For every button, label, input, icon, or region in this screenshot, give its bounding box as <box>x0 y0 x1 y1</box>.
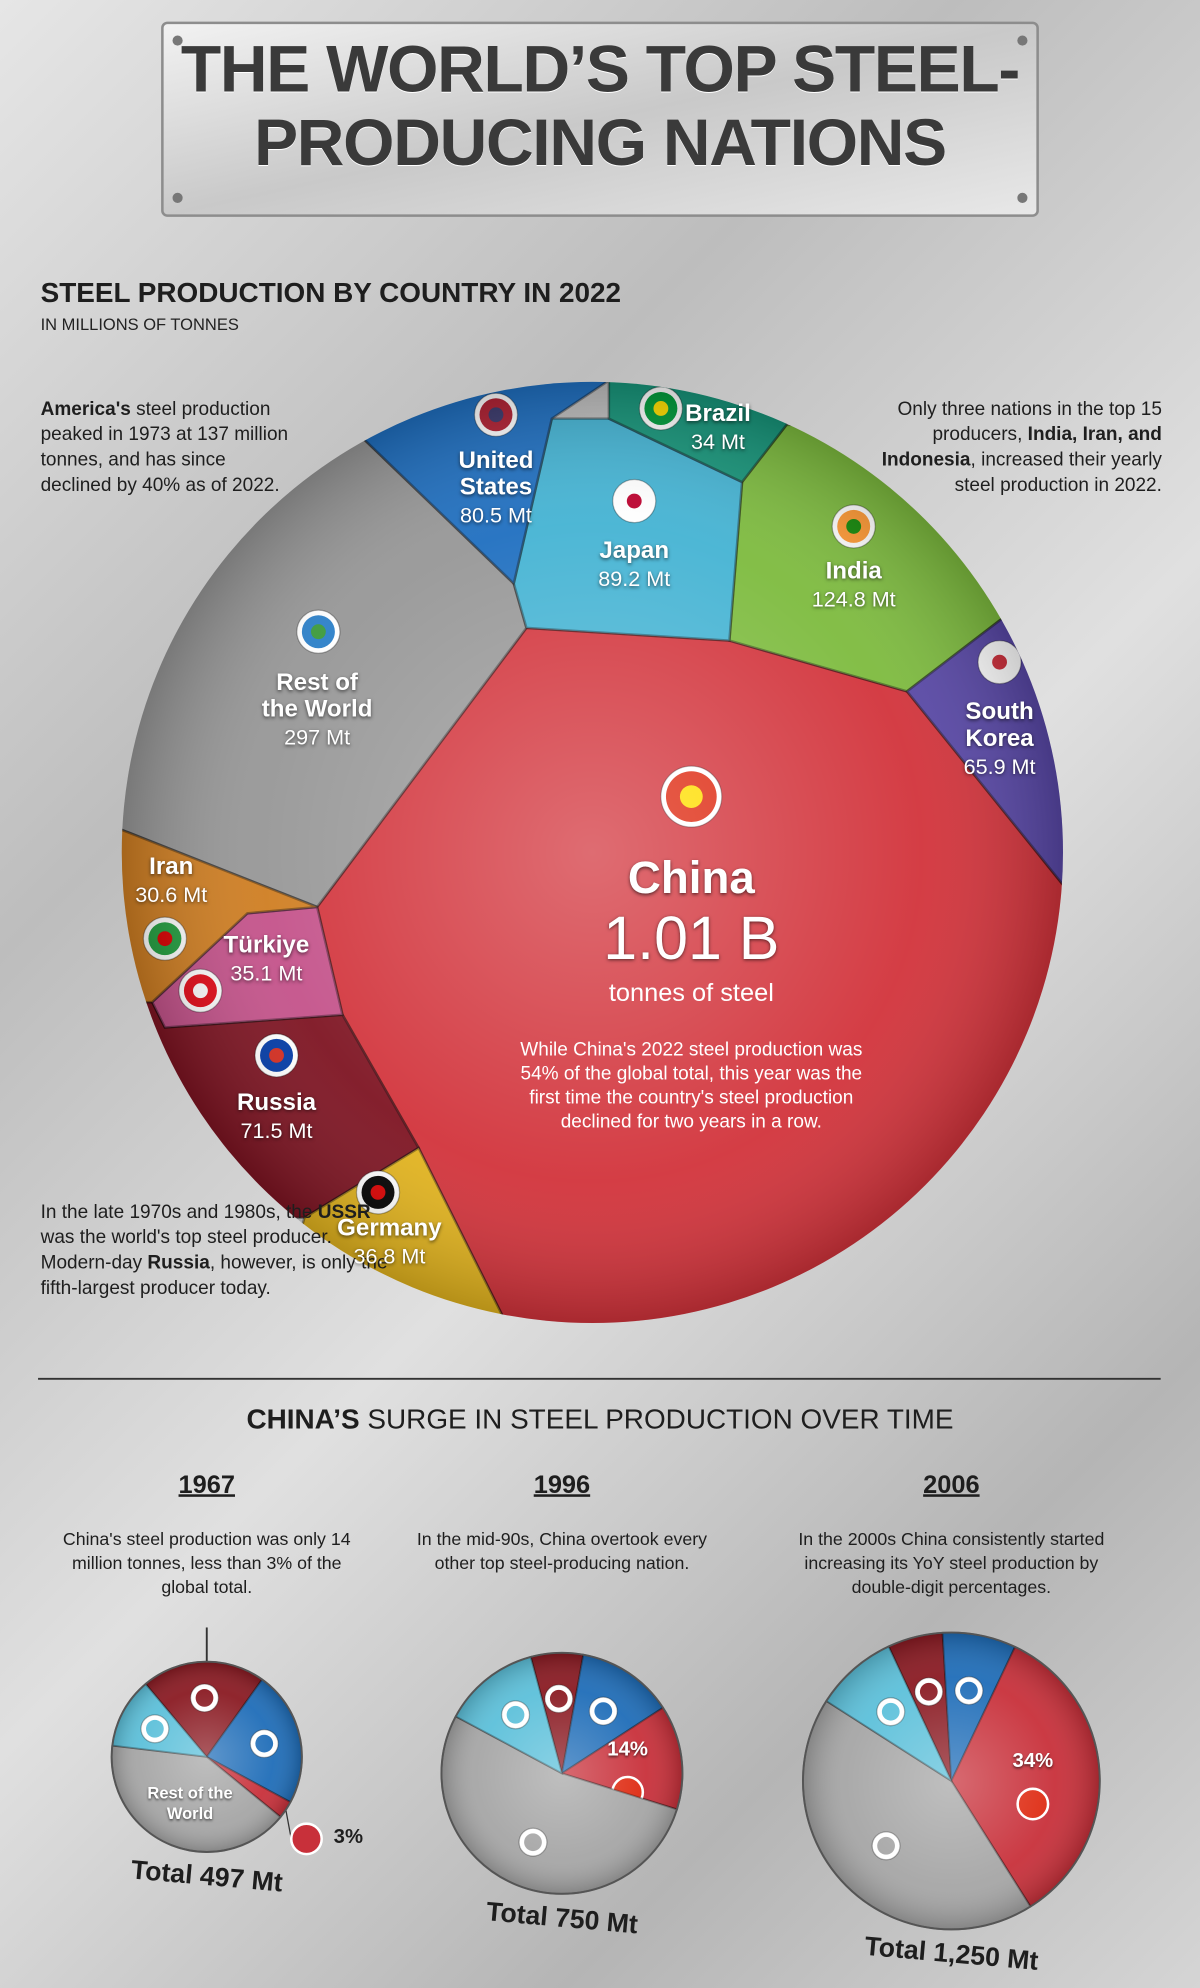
cell-value: 65.9 Mt <box>963 754 1036 779</box>
flag-detail <box>626 493 642 509</box>
note-run: Russia <box>147 1251 210 1274</box>
cell-value: 1.01 B <box>603 905 780 973</box>
pie-sheen <box>802 1631 1101 1931</box>
flag-detail <box>157 931 173 947</box>
cell-label: Türkiye <box>223 932 310 959</box>
pie-title: 1967 <box>178 1471 235 1500</box>
chart-subtitle: IN MILLIONS OF TONNES <box>40 314 239 334</box>
note-run: USSR <box>317 1201 371 1223</box>
leader <box>285 1809 292 1840</box>
cell-value: 36.8 Mt <box>353 1244 426 1269</box>
cell-value: 35.1 Mt <box>230 961 303 986</box>
pie-title: 1996 <box>533 1471 591 1500</box>
annotation: America's steel production peaked in 197… <box>41 397 301 498</box>
pie-title: 2006 <box>923 1471 980 1500</box>
cell-value: 71.5 Mt <box>240 1118 313 1143</box>
flag-detail <box>488 407 504 423</box>
pie-value-label: 34% <box>1012 1750 1054 1773</box>
china-caption: tonnes of steel <box>608 979 774 1008</box>
note-run: , however, is only the fifth-largest pro… <box>40 1251 388 1299</box>
flag-detail <box>992 654 1007 670</box>
flag-detail <box>269 1047 284 1063</box>
screw <box>1017 35 1028 46</box>
title-plate <box>161 21 1039 217</box>
cell-label: Brazil <box>685 400 751 428</box>
cell-value: 89.2 Mt <box>598 567 671 592</box>
flag-detail <box>193 983 208 999</box>
pie-sheen <box>110 1660 303 1853</box>
cell-value: 297 Mt <box>284 725 351 750</box>
note-run: , increased their yearly steel productio… <box>954 449 1162 496</box>
section-run: CHINA’S <box>246 1402 360 1435</box>
title: THE WORLD’S TOP STEEL-PRODUCING NATIONS <box>180 32 1020 181</box>
cell-label: Russia <box>237 1089 317 1117</box>
flag <box>289 1822 323 1856</box>
note-run: was the world's top steel producer. Mode… <box>40 1226 332 1274</box>
note-run: In the late 1970s and 1980s, the <box>40 1201 318 1223</box>
cell-value: 30.6 Mt <box>135 882 208 907</box>
flag-detail <box>679 785 703 809</box>
flag-detail <box>370 1184 386 1200</box>
cell-label: South Korea <box>965 698 1034 753</box>
annotation: In the late 1970s and 1980s, the USSR wa… <box>41 1200 394 1301</box>
pies <box>110 1631 1101 1931</box>
screw <box>172 35 183 46</box>
flag-detail <box>310 624 326 640</box>
flag-detail <box>653 401 669 416</box>
flag-detail <box>846 519 862 534</box>
cell-label: Japan <box>599 537 670 565</box>
cell-label: United States <box>458 447 534 502</box>
note-run: America's <box>40 398 131 420</box>
screw <box>1017 192 1028 203</box>
cell-label: Germany <box>337 1215 442 1242</box>
pie-description: In the mid-90s, China overtook every oth… <box>416 1528 708 1573</box>
pie-value-label: 3% <box>333 1826 363 1848</box>
note-run: Only three nations in the top 15 produce… <box>897 398 1162 446</box>
cell-label: Rest of the World <box>261 669 373 724</box>
note-run: India, Iran, and Indonesia <box>881 423 1162 471</box>
screw <box>172 192 183 203</box>
annotation: Only three nations in the top 15 produce… <box>875 397 1162 498</box>
cell-value: 34 Mt <box>690 430 745 455</box>
pie-description: China's steel production was only 14 mil… <box>62 1528 351 1598</box>
pie-description: In the 2000s China consistently started … <box>798 1528 1105 1598</box>
section-title: CHINA’S SURGE IN STEEL PRODUCTION OVER T… <box>0 1403 1200 1436</box>
section-run: SURGE IN STEEL PRODUCTION OVER TIME <box>359 1402 954 1435</box>
cell-label: Iran <box>149 853 194 881</box>
note-run: steel production peaked in 1973 at 137 m… <box>40 398 289 496</box>
cell-value: 80.5 Mt <box>460 503 532 528</box>
cell-label: China <box>627 851 755 904</box>
cell-value: 124.8 Mt <box>811 587 896 612</box>
chart-title: STEEL PRODUCTION BY COUNTRY IN 2022 <box>40 276 622 309</box>
pie-value-label: 14% <box>607 1738 648 1761</box>
pie-sheen <box>440 1651 684 1895</box>
pie-category-label: Rest of the World <box>147 1783 233 1823</box>
china-note: While China's 2022 steel production was … <box>520 1038 863 1133</box>
cell-label: India <box>825 558 882 585</box>
